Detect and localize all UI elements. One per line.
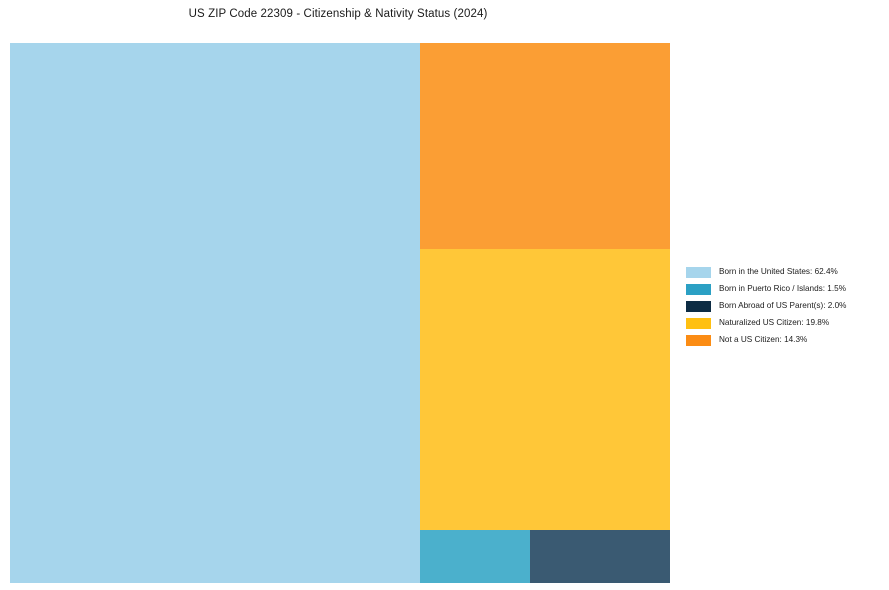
legend-swatch-icon [686,267,711,278]
legend-swatch-icon [686,335,711,346]
legend-item-naturalized-us-citizen[interactable]: Naturalized US Citizen: 19.8% [686,315,886,332]
treemap-tile-naturalized-us-citizen[interactable] [420,249,670,530]
legend-item-label: Born in the United States: 62.4% [719,267,838,277]
treemap-tile-born-in-the-united-states[interactable] [10,43,420,583]
legend-swatch-icon [686,318,711,329]
legend-item-born-abroad-of-us-parents[interactable]: Born Abroad of US Parent(s): 2.0% [686,298,886,315]
treemap-tile-born-abroad-of-us-parents[interactable] [530,530,670,583]
legend-item-label: Not a US Citizen: 14.3% [719,335,808,345]
treemap-tile-not-a-us-citizen[interactable] [420,43,670,249]
chart-title: US ZIP Code 22309 - Citizenship & Nativi… [188,8,488,20]
treemap-plot-area [10,43,670,583]
legend-swatch-icon [686,301,711,312]
legend-item-label: Born in Puerto Rico / Islands: 1.5% [719,284,846,294]
treemap-tile-born-in-puerto-rico-islands[interactable] [420,530,530,583]
legend-item-born-in-the-united-states[interactable]: Born in the United States: 62.4% [686,264,886,281]
legend-item-label: Born Abroad of US Parent(s): 2.0% [719,301,847,311]
legend-item-not-a-us-citizen[interactable]: Not a US Citizen: 14.3% [686,332,886,349]
legend-swatch-icon [686,284,711,295]
chart-legend: Born in the United States: 62.4% Born in… [686,264,886,349]
legend-item-born-in-puerto-rico-islands[interactable]: Born in Puerto Rico / Islands: 1.5% [686,281,886,298]
legend-item-label: Naturalized US Citizen: 19.8% [719,318,830,328]
